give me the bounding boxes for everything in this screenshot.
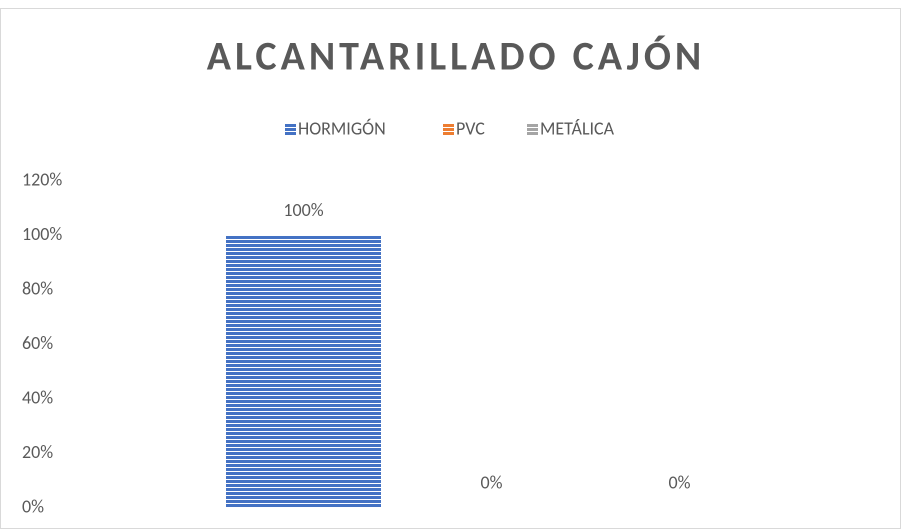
y-tick-label: 60%: [22, 332, 53, 354]
legend-swatch: [527, 124, 538, 135]
legend-label: METÁLICA: [540, 117, 615, 139]
bar: [226, 235, 381, 508]
chart-title: ALCANTARILLADO CAJÓN: [207, 32, 705, 81]
y-tick-label: 40%: [22, 386, 53, 408]
y-tick-label: 0%: [22, 495, 44, 517]
y-tick-label: 120%: [22, 168, 62, 190]
legend-swatch: [285, 124, 296, 135]
chart-border: [0, 8, 901, 529]
legend-label: PVC: [456, 117, 485, 139]
y-tick-label: 100%: [22, 223, 62, 245]
data-label: 0%: [669, 471, 691, 493]
legend-label: HORMIGÓN: [298, 117, 386, 139]
y-tick-label: 80%: [22, 277, 53, 299]
legend-swatch: [443, 124, 454, 135]
data-label: 100%: [283, 199, 323, 221]
y-tick-label: 20%: [22, 441, 53, 463]
data-label: 0%: [481, 471, 503, 493]
